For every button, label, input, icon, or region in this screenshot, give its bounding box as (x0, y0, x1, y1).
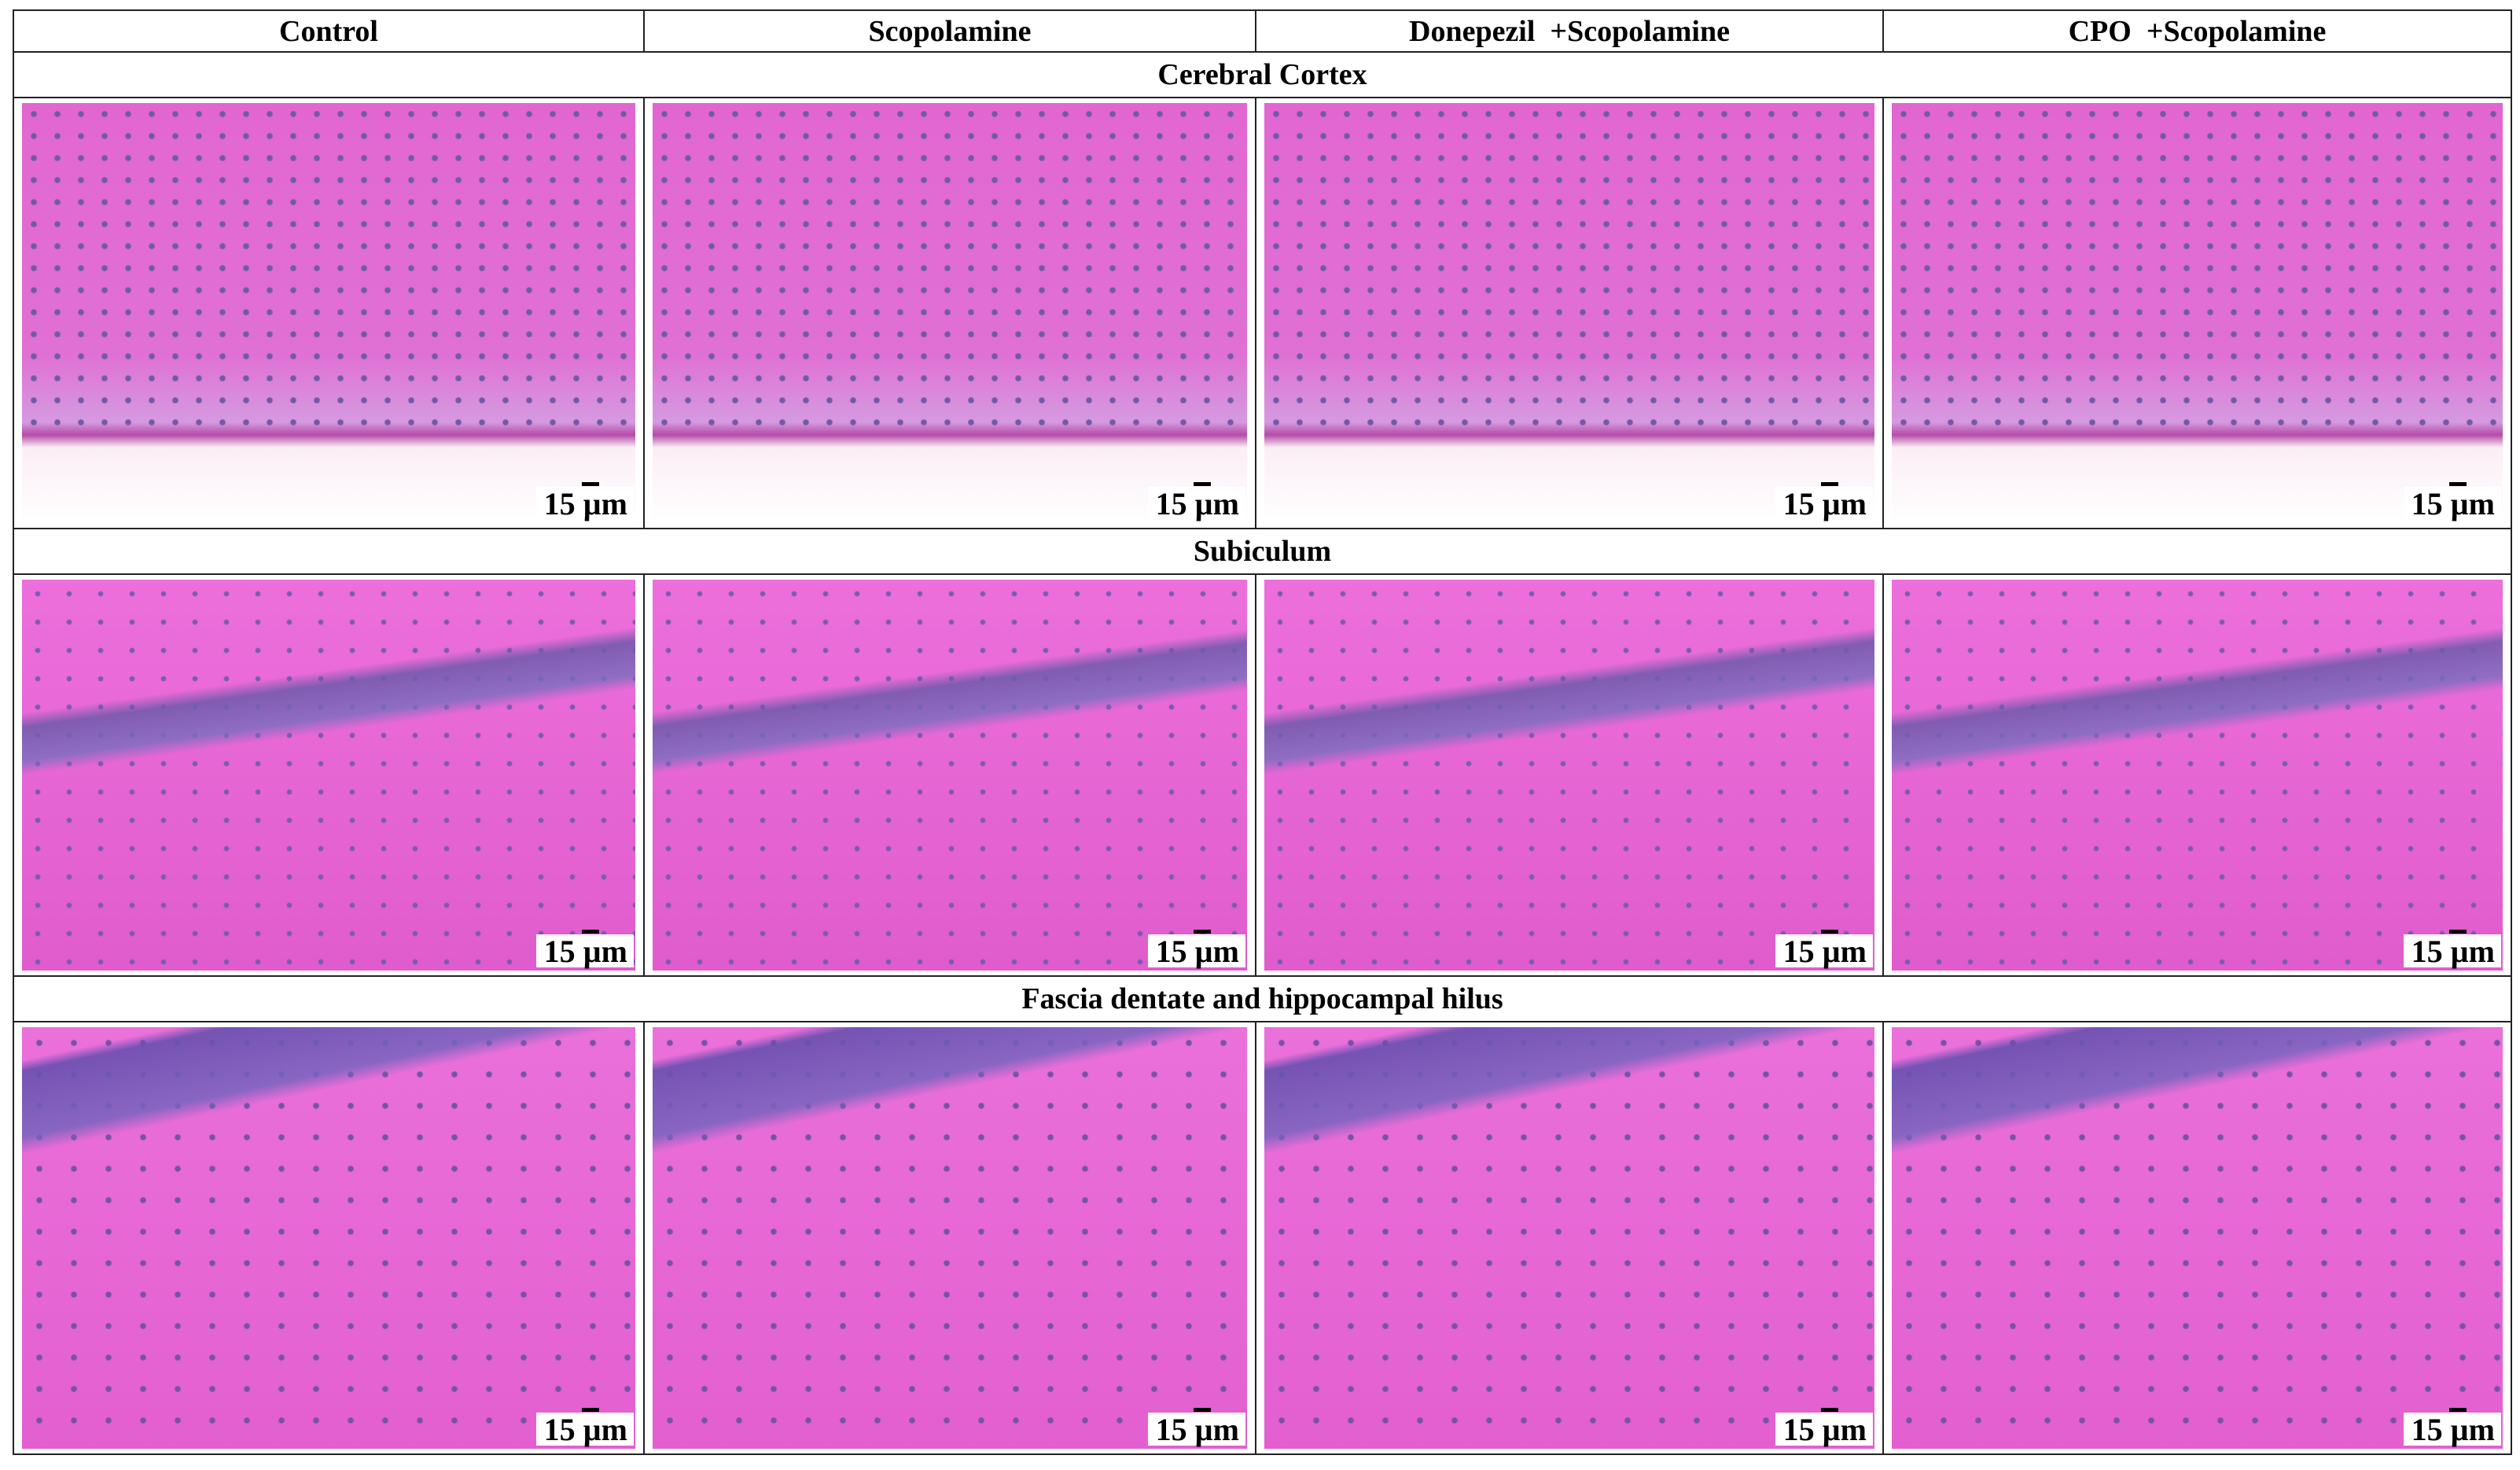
scale-bar (1820, 930, 1838, 934)
image-cell: 15 µm (643, 1021, 1256, 1455)
micrograph (653, 1027, 1247, 1449)
image-cell: 15 µm (1255, 1021, 1884, 1455)
micrograph (1264, 580, 1874, 971)
scale-bar (2448, 482, 2467, 486)
micrograph (1892, 1027, 2503, 1449)
scale-bar-label: 15 µm (2403, 930, 2501, 969)
image-row: 15 µm 15 µm 15 µm 15 µm (13, 573, 2512, 977)
image-cell: 15 µm (1882, 573, 2512, 977)
scale-text: 15 µm (1155, 486, 1239, 521)
image-cell: 15 µm (643, 97, 1256, 529)
scale-bar-label: 15 µm (1775, 930, 1873, 969)
section-title-row: Subiculum (13, 528, 2512, 575)
column-header: Control (13, 9, 645, 53)
column-header: CPO +Scopolamine (1882, 9, 2512, 53)
micrograph (22, 580, 635, 971)
header-row: Control Scopolamine Donepezil +Scopolamine… (13, 9, 2512, 53)
micrograph (1892, 103, 2503, 523)
scale-bar (581, 930, 599, 934)
scale-bar (1193, 930, 1211, 934)
column-header: Scopolamine (643, 9, 1256, 53)
section-title: Cerebral Cortex (13, 51, 2512, 98)
scale-bar-label: 15 µm (535, 930, 634, 969)
scale-bar (2448, 930, 2467, 934)
scale-text: 15 µm (2411, 1412, 2495, 1447)
scale-bar (1193, 482, 1211, 486)
section-title-row: Fascia dentate and hippocampal hilus (13, 975, 2512, 1022)
micrograph (653, 580, 1247, 971)
micrograph (1264, 103, 1874, 523)
scale-text: 15 µm (1155, 934, 1239, 969)
section-title: Fascia dentate and hippocampal hilus (13, 975, 2512, 1022)
micrograph (22, 103, 635, 523)
scale-bar-label: 15 µm (1147, 930, 1245, 969)
scale-text: 15 µm (2411, 486, 2495, 521)
image-cell: 15 µm (643, 573, 1256, 977)
scale-bar-label: 15 µm (1775, 1408, 1873, 1447)
image-cell: 15 µm (13, 97, 645, 529)
image-cell: 15 µm (13, 573, 645, 977)
scale-bar (581, 482, 599, 486)
scale-bar-label: 15 µm (1775, 482, 1873, 521)
scale-text: 15 µm (543, 486, 627, 521)
image-cell: 15 µm (1255, 97, 1884, 529)
scale-bar-label: 15 µm (535, 482, 634, 521)
scale-bar (2448, 1408, 2467, 1412)
scale-bar (1820, 482, 1838, 486)
micrograph (1264, 1027, 1874, 1449)
scale-bar (1193, 1408, 1211, 1412)
column-header: Donepezil +Scopolamine (1255, 9, 1884, 53)
micrograph (1892, 580, 2503, 971)
section-title-row: Cerebral Cortex (13, 51, 2512, 98)
scale-text: 15 µm (2411, 934, 2495, 969)
scale-bar (581, 1408, 599, 1412)
scale-text: 15 µm (1155, 1412, 1239, 1447)
table-body: Control Scopolamine Donepezil +Scopolamine… (13, 9, 2512, 1455)
scale-bar (1820, 1408, 1838, 1412)
section-title: Subiculum (13, 528, 2512, 575)
scale-text: 15 µm (1782, 486, 1867, 521)
scale-text: 15 µm (1782, 1412, 1867, 1447)
scale-text: 15 µm (543, 1412, 627, 1447)
scale-text: 15 µm (1782, 934, 1867, 969)
scale-text: 15 µm (543, 934, 627, 969)
image-cell: 15 µm (1255, 573, 1884, 977)
image-row: 15 µm 15 µm 15 µm 15 µm (13, 1021, 2512, 1455)
micrograph (22, 1027, 635, 1449)
scale-bar-label: 15 µm (535, 1408, 634, 1447)
image-cell: 15 µm (1882, 1021, 2512, 1455)
image-cell: 15 µm (13, 1021, 645, 1455)
image-cell: 15 µm (1882, 97, 2512, 529)
scale-bar-label: 15 µm (1147, 1408, 1245, 1447)
image-row: 15 µm 15 µm 15 µm 15 µm (13, 97, 2512, 529)
micrograph (653, 103, 1247, 523)
scale-bar-label: 15 µm (2403, 482, 2501, 521)
scale-bar-label: 15 µm (2403, 1408, 2501, 1447)
scale-bar-label: 15 µm (1147, 482, 1245, 521)
figure-table: Control Scopolamine Donepezil +Scopolamine… (13, 9, 2512, 1455)
